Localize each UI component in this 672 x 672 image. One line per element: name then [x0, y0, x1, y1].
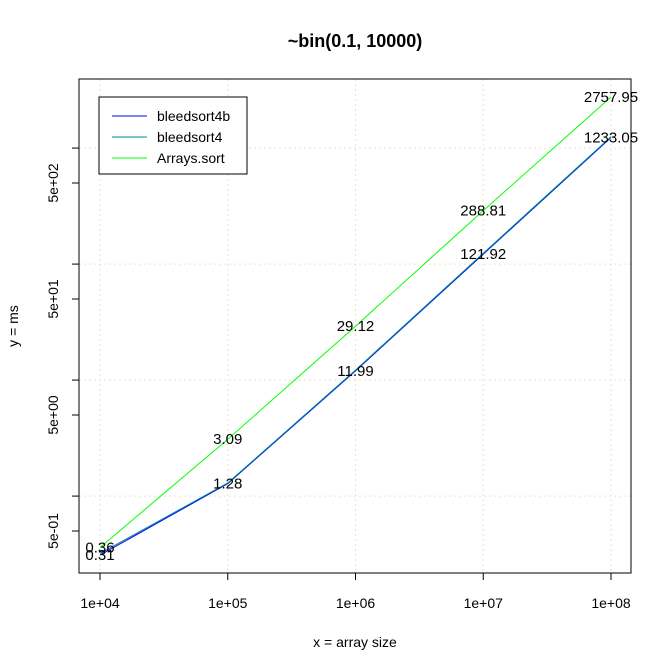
- y-tick-label: 5e+01: [45, 279, 61, 319]
- data-label: 11.99: [337, 363, 373, 380]
- x-tick-label: 1e+06: [336, 595, 376, 611]
- x-tick-label: 1e+05: [208, 595, 248, 611]
- y-axis-label: y = ms: [5, 305, 21, 347]
- legend-label: bleedsort4: [157, 129, 223, 145]
- y-tick-label: 5e+02: [45, 163, 61, 203]
- grid: [79, 79, 631, 573]
- legend-label: Arrays.sort: [157, 150, 225, 166]
- data-label: 121.92: [460, 246, 506, 263]
- legend-box: [98, 96, 248, 175]
- y-axis: 5e-01 5e+00 5e+01 5e+02: [45, 147, 80, 549]
- legend-label: bleedsort4b: [157, 108, 230, 124]
- x-axis: 1e+04 1e+05 1e+06 1e+07 1e+08: [80, 572, 631, 611]
- data-label: 2757.95: [584, 89, 638, 106]
- x-tick-label: 1e+07: [464, 595, 504, 611]
- series-line: [99, 136, 612, 554]
- data-label: 29.12: [337, 318, 375, 335]
- x-tick-label: 1e+08: [591, 595, 631, 611]
- series-line: [99, 137, 612, 556]
- legend: bleedsort4b bleedsort4 Arrays.sort: [98, 96, 248, 175]
- data-label: 3.09: [213, 431, 242, 448]
- series-line: [99, 96, 612, 548]
- data-label: 0.36: [85, 540, 114, 557]
- data-label: 1.28: [213, 476, 242, 493]
- x-axis-label: x = array size: [313, 634, 397, 650]
- x-tick-label: 1e+04: [80, 595, 120, 611]
- data-labels: 0.31 1.28 11.99 121.92 1233.05 0.36 3.09 29.12 2…: [85, 89, 638, 564]
- data-label: 0.31: [85, 547, 114, 564]
- series-lines: [99, 96, 612, 556]
- chart-title: ~bin(0.1, 10000): [288, 31, 423, 51]
- data-label: 1233.05: [584, 130, 638, 147]
- data-label: 288.81: [460, 203, 506, 220]
- y-tick-label: 5e+00: [45, 395, 61, 435]
- y-tick-label: 5e-01: [45, 513, 61, 549]
